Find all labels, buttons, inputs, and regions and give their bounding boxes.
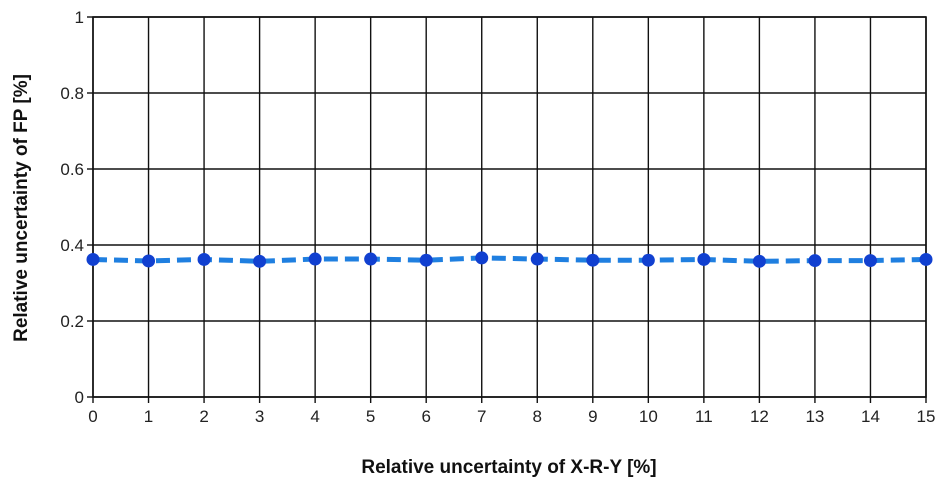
x-tick-label-15: 15 [917, 407, 936, 426]
x-tick-label-2: 2 [199, 407, 208, 426]
data-point-15 [919, 252, 933, 266]
y-tick-label-4: 0.8 [60, 84, 84, 103]
data-point-11 [697, 252, 711, 266]
data-point-6 [419, 253, 433, 267]
y-tick-label-3: 0.6 [60, 160, 84, 179]
x-tick-label-13: 13 [805, 407, 824, 426]
grid [92, 16, 927, 398]
data-point-14 [863, 254, 877, 268]
x-tick-label-4: 4 [310, 407, 319, 426]
x-axis-title: Relative uncertainty of X-R-Y [%] [361, 457, 656, 478]
data-point-8 [530, 252, 544, 266]
y-tick-label-2: 0.4 [60, 236, 84, 255]
x-tick-label-1: 1 [144, 407, 153, 426]
x-tick-label-3: 3 [255, 407, 264, 426]
data-point-10 [641, 253, 655, 267]
x-tick-label-6: 6 [421, 407, 430, 426]
x-tick-label-5: 5 [366, 407, 375, 426]
data-point-13 [808, 254, 822, 268]
data-point-12 [752, 254, 766, 268]
data-point-9 [586, 253, 600, 267]
x-tick-label-10: 10 [639, 407, 658, 426]
y-tick-label-5: 1 [75, 8, 84, 27]
y-tick-label-1: 0.2 [60, 312, 84, 331]
x-tick-label-12: 12 [750, 407, 769, 426]
y-axis-title: Relative uncertainty of FP [%] [11, 74, 32, 342]
x-tick-label-0: 0 [88, 407, 97, 426]
x-tick-label-11: 11 [695, 407, 713, 426]
axes [87, 16, 927, 403]
data-point-0 [86, 252, 100, 266]
data-point-3 [253, 254, 267, 268]
x-tick-label-14: 14 [861, 407, 880, 426]
x-tick-label-7: 7 [477, 407, 486, 426]
data-point-7 [475, 251, 489, 265]
series [86, 251, 933, 268]
data-point-2 [197, 252, 211, 266]
series-line-0 [92, 255, 927, 264]
y-tick-label-0: 0 [75, 388, 84, 407]
data-point-4 [308, 252, 322, 266]
x-tick-label-9: 9 [588, 407, 597, 426]
plot-frame [92, 16, 927, 398]
x-tick-label-8: 8 [533, 407, 542, 426]
data-point-1 [142, 254, 156, 268]
data-point-5 [364, 252, 378, 266]
